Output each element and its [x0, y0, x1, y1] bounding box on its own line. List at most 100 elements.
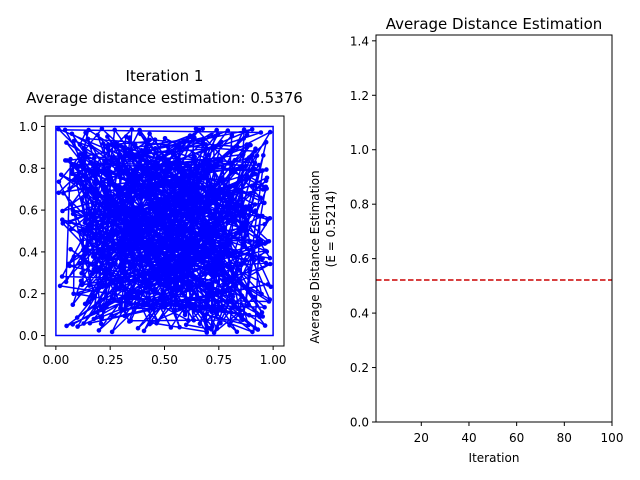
left-series-point [190, 200, 196, 205]
left-series-point [180, 285, 186, 290]
left-series-point [67, 186, 72, 191]
left-series-point [179, 288, 184, 294]
left-series-point [176, 220, 182, 225]
left-series-point [70, 211, 76, 217]
left-series-point [223, 289, 228, 295]
left-series-point [122, 313, 127, 319]
left-plot-area [55, 125, 274, 337]
left-series-point [144, 169, 149, 175]
left-series-point [206, 325, 212, 331]
left-series-point [149, 244, 155, 250]
right-y-tick-label: 0.8 [350, 198, 369, 212]
left-series-point [88, 161, 94, 166]
left-series-point [251, 166, 257, 171]
left-series-point [264, 240, 269, 245]
left-series-point [260, 187, 266, 192]
left-series-point [204, 296, 210, 302]
left-series-point [124, 212, 129, 217]
left-series-point [101, 275, 107, 281]
left-series-point [75, 164, 80, 169]
left-series-point [241, 127, 247, 132]
left-series-point [259, 291, 264, 297]
left-series-point [186, 264, 192, 269]
left-series-point [263, 139, 269, 145]
left-series-point [190, 301, 195, 307]
left-series-point [109, 272, 114, 278]
left-series-point [150, 225, 155, 231]
left-series-point [240, 152, 246, 157]
left-series-point [214, 127, 219, 133]
left-series-point [244, 246, 250, 252]
left-series-point [162, 136, 168, 141]
left-series-point [60, 221, 66, 226]
left-series-point [191, 318, 197, 323]
left-series-point [212, 274, 217, 280]
left-series-point [64, 158, 70, 163]
left-series-point [96, 266, 101, 272]
left-series-point [261, 153, 266, 158]
left-series-point [254, 153, 260, 158]
left-series-point [71, 291, 76, 297]
left-series-point [219, 139, 224, 145]
left-series-point [244, 172, 249, 177]
left-series-point [105, 145, 111, 150]
left-series-point [155, 172, 161, 178]
left-series-point [154, 181, 159, 187]
left-series-point [119, 265, 125, 271]
left-series-point [218, 258, 223, 263]
left-series-point [60, 217, 65, 222]
left-series-point [127, 266, 132, 272]
left-series-point [249, 127, 255, 132]
left-series-point [71, 178, 76, 183]
left-series-point [136, 220, 141, 226]
left-series-point [267, 255, 273, 261]
left-series-point [193, 186, 198, 191]
left-y-axis: 0.0 0.2 0.4 0.6 0.8 1.0 [19, 120, 45, 343]
left-series-point [121, 252, 126, 257]
left-series-point [194, 197, 200, 203]
left-series-point [177, 227, 183, 232]
left-series-point [102, 158, 107, 164]
left-series-point [89, 144, 94, 150]
left-series-point [82, 301, 88, 307]
left-x-tick-label: 0.50 [151, 353, 178, 367]
left-series-point [86, 167, 91, 172]
left-series-point [63, 279, 69, 285]
left-series-point [90, 168, 96, 174]
left-series-point [140, 168, 146, 174]
left-series-point [126, 292, 131, 297]
left-series-point [128, 189, 133, 195]
left-series-point [180, 230, 185, 235]
left-series-point [78, 278, 84, 284]
left-series-point [204, 330, 210, 335]
left-series-point [214, 326, 220, 331]
left-series-point [159, 208, 164, 214]
left-series-point [183, 310, 188, 315]
left-series-point [171, 150, 176, 155]
left-series-point [202, 148, 208, 154]
left-series-point [125, 218, 131, 224]
left-series-point [177, 146, 182, 151]
left-series-point [241, 136, 246, 141]
left-series-point [192, 159, 198, 165]
left-series-point [211, 330, 217, 336]
left-series-point [263, 178, 269, 184]
left-series-point [174, 181, 179, 187]
left-series-point [85, 136, 91, 142]
left-series-point [106, 180, 112, 185]
left-series-point [82, 186, 88, 191]
left-series-point [97, 303, 103, 309]
left-series-point [154, 321, 159, 326]
left-series-point [168, 182, 173, 188]
left-series-point [92, 180, 97, 185]
left-series-point [153, 146, 158, 151]
left-series-point [255, 327, 261, 332]
left-series-point [104, 284, 109, 289]
left-series-point [69, 168, 75, 173]
left-series-point [99, 126, 105, 132]
left-series-point [207, 162, 213, 167]
left-series-point [173, 308, 178, 313]
left-series-point [201, 165, 207, 171]
left-series-point [143, 281, 148, 287]
left-series-point [224, 190, 230, 196]
